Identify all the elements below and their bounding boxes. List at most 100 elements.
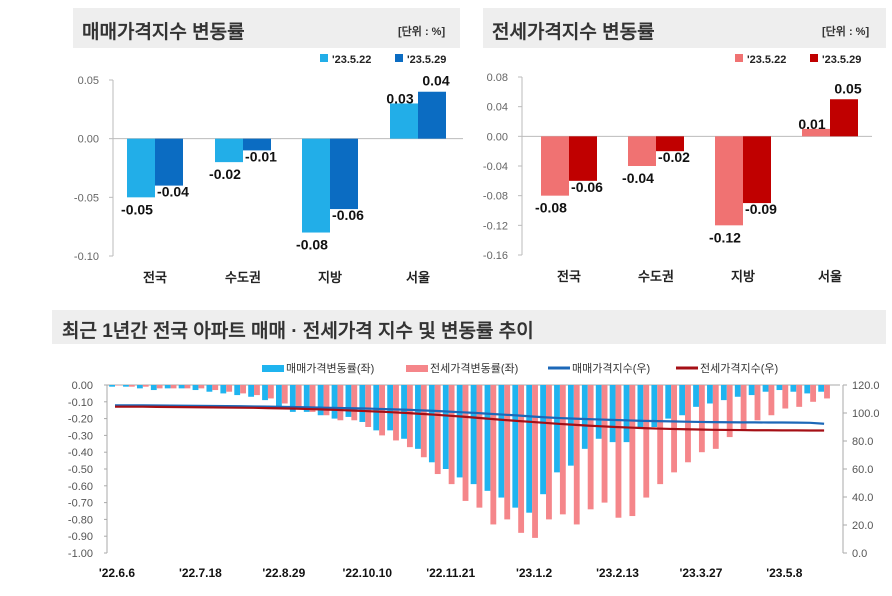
jeonse-change-unit: [단위 : %] (822, 26, 870, 38)
jeonse-category-label: 전국 (557, 269, 581, 284)
trend-left-tick-label: -0.50 (68, 464, 93, 476)
trend-bar-jeonse (476, 385, 483, 508)
trend-bar-sales (581, 385, 588, 449)
trend-left-tick-label: -0.80 (68, 514, 93, 526)
trend-bar-jeonse (281, 385, 288, 404)
trend-bar-sales (637, 385, 644, 427)
trend-bar-sales (109, 385, 115, 387)
trend-bar-jeonse (740, 385, 747, 431)
trend-bar-sales (206, 385, 213, 392)
trend-bar-sales (804, 385, 811, 394)
trend-bar-sales (164, 385, 171, 389)
sales-data-label: -0.06 (332, 207, 364, 223)
trend-right-tick-label: 60.0 (852, 464, 873, 476)
trend-bar-jeonse (490, 385, 497, 525)
trend-bar-sales (540, 385, 547, 495)
sales-legend-swatch (395, 54, 403, 62)
trend-bar-jeonse (573, 385, 580, 525)
sales-data-label: 0.03 (386, 90, 413, 106)
jeonse-change-header (483, 8, 886, 48)
sales-legend-swatch (320, 54, 328, 62)
trend-bar-sales (331, 385, 338, 419)
sales-data-label: 0.04 (422, 73, 449, 89)
sales-y-tick-label: 0.00 (78, 134, 99, 146)
sales-bar (215, 138, 243, 163)
trend-bar-jeonse (768, 385, 775, 416)
trend-bar-jeonse (337, 385, 344, 421)
trend-bar-jeonse (685, 385, 691, 463)
jeonse-bar (569, 136, 597, 181)
trend-left-tick-label: 0.00 (72, 380, 93, 392)
sales-data-label: -0.04 (157, 184, 189, 200)
trend-bar-sales (317, 385, 324, 416)
jeonse-category-label: 수도권 (638, 269, 674, 284)
sales-legend-label: '23.5.22 (332, 54, 371, 66)
trend-bar-jeonse (782, 385, 789, 409)
trend-left-tick-label: -0.90 (68, 531, 93, 543)
sales-y-tick-label: -0.10 (74, 251, 99, 263)
trend-bar-jeonse (406, 385, 413, 448)
trend-bar-sales (428, 385, 435, 463)
jeonse-data-label: -0.04 (622, 170, 654, 186)
jeonse-legend-swatch (735, 54, 743, 62)
trend-bar-sales (415, 385, 421, 449)
trend-bar-sales (679, 385, 686, 416)
trend-right-tick-label: 20.0 (852, 520, 873, 532)
sales-data-label: -0.02 (209, 166, 241, 182)
trend-bar-jeonse (657, 385, 664, 485)
trend-bar-jeonse (323, 385, 330, 416)
sales-change-header (73, 8, 460, 48)
trend-bar-sales (276, 385, 282, 409)
trend-bar-jeonse (615, 385, 622, 518)
sales-bar (390, 103, 418, 139)
trend-bar-jeonse (420, 385, 427, 458)
trend-bar-sales (554, 385, 560, 473)
trend-bar-jeonse (351, 385, 358, 421)
jeonse-data-label: 0.05 (834, 80, 861, 96)
trend-bar-jeonse (504, 385, 511, 520)
trend-bar-sales (790, 385, 797, 392)
sales-data-label: -0.01 (245, 148, 277, 164)
trend-bar-sales (720, 385, 727, 401)
trend-bar-jeonse (128, 385, 135, 387)
sales-category-label: 지방 (318, 270, 342, 285)
trend-bar-jeonse (824, 385, 830, 399)
sales-change-title: 매매가격지수 변동률 (82, 22, 245, 43)
trend-bar-sales (665, 385, 672, 419)
sales-bar (330, 138, 358, 210)
trend-bar-jeonse (198, 385, 205, 389)
trend-bar-jeonse (698, 385, 705, 453)
jeonse-legend-label: '23.5.22 (747, 54, 786, 66)
trend-bar-jeonse (434, 385, 441, 475)
trend-bar-jeonse (712, 385, 719, 449)
trend-legend-swatch (262, 365, 284, 372)
jeonse-category-label: 지방 (731, 269, 755, 284)
trend-bar-jeonse (365, 385, 372, 427)
trend-bar-jeonse (726, 385, 733, 438)
trend-right-tick-label: 40.0 (852, 492, 873, 504)
trend-bar-sales (373, 385, 380, 431)
trend-bar-sales (762, 385, 769, 392)
trend-bar-sales (748, 385, 755, 396)
trend-bar-jeonse (810, 385, 817, 402)
trend-bar-sales (123, 385, 129, 387)
trend-x-tick-label: '22.10.10 (342, 566, 392, 580)
sales-bar (127, 138, 155, 198)
trend-bar-jeonse (254, 385, 260, 396)
trend-bar-sales (595, 385, 602, 439)
trend-bar-jeonse (629, 385, 636, 517)
trend-bar-sales (178, 385, 185, 389)
trend-x-tick-label: '22.6.6 (99, 566, 136, 580)
jeonse-y-tick-label: 0.08 (487, 72, 508, 84)
sales-bar (155, 138, 183, 186)
trend-bar-sales (498, 385, 505, 498)
trend-right-tick-label: 120.0 (852, 380, 880, 392)
trend-x-tick-label: '23.5.8 (766, 566, 803, 580)
trend-bar-sales (289, 385, 296, 412)
trend-bar-jeonse (170, 385, 177, 389)
trend-bar-jeonse (226, 385, 233, 392)
trend-left-tick-label: -0.30 (68, 430, 93, 442)
sales-bar (243, 138, 271, 151)
trend-x-tick-label: '23.3.27 (680, 566, 723, 580)
jeonse-bar (802, 128, 830, 137)
